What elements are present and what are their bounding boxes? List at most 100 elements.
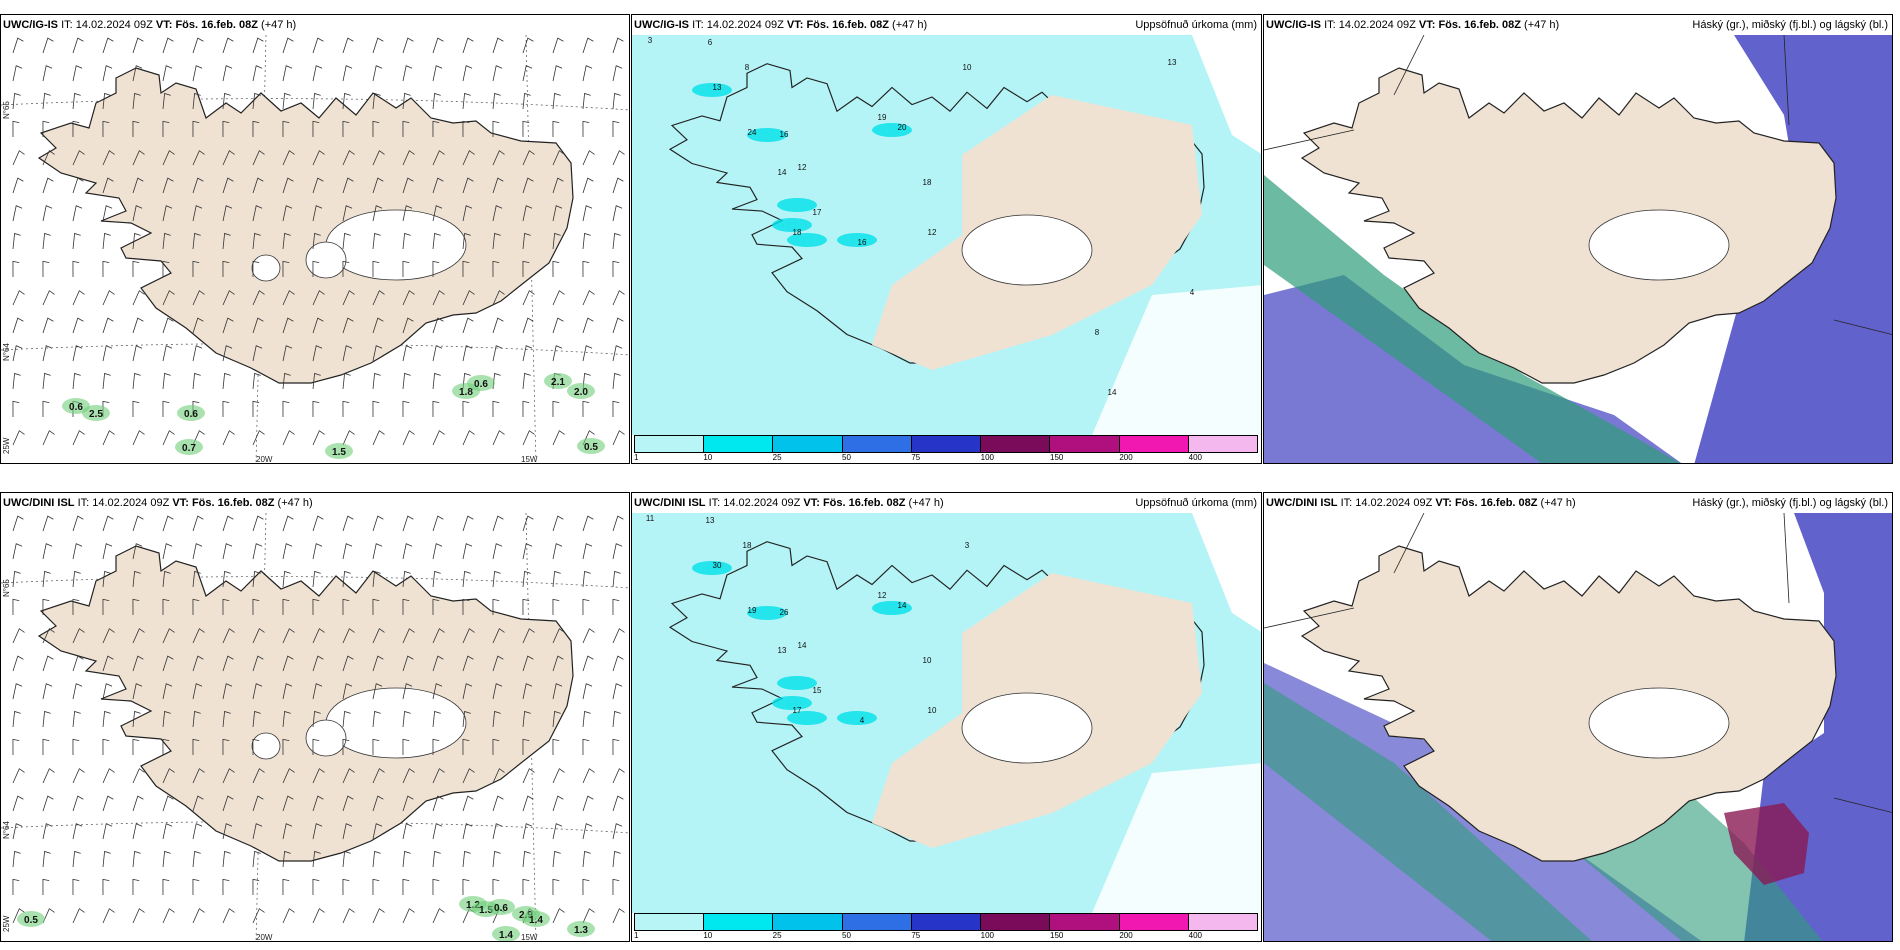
precip-value: 26: [780, 608, 789, 617]
precip-value: 18: [923, 178, 932, 187]
gust-value: 0.6: [69, 402, 83, 413]
legend-swatch: [981, 436, 1051, 452]
legend-swatch: [704, 436, 774, 452]
lon-label: 20W: [256, 455, 273, 464]
legend-swatch: [842, 436, 912, 452]
panel-top-precip: UWC/IG-IS IT: 14.02.2024 09Z VT: Fös. 16…: [631, 14, 1262, 464]
precip-map: 3 6 13 8 24 16 14 12 18 17 19 20 18 12 16 10 13 8 4 14: [632, 35, 1261, 463]
panel-title: UWC/DINI ISL IT: 14.02.2024 09Z VT: Fös.…: [3, 497, 313, 509]
gust-value: 0.6: [494, 903, 508, 914]
legend-tick: 200: [1119, 931, 1133, 940]
lon-label: 20W: [256, 933, 273, 942]
legend-tick: 25: [772, 453, 782, 462]
panel-title: UWC/DINI ISL IT: 14.02.2024 09Z VT: Fös.…: [1266, 497, 1576, 509]
wind-map-svg: 0.51.21.51.40.62.91.41.3N°65N°6420W15W25…: [1, 513, 629, 942]
panel-title: UWC/IG-IS IT: 14.02.2024 09Z VT: Fös. 16…: [1266, 19, 1560, 31]
gust-value: 0.7: [182, 443, 196, 454]
precip-value: 12: [928, 228, 937, 237]
gust-value: 1.5: [332, 447, 346, 458]
wind-map-svg: 0.62.5 0.60.71.80.61.52.12.00.5N°65N°6420…: [1, 35, 629, 464]
legend-tick: 10: [703, 453, 713, 462]
legend-swatch: [1119, 436, 1189, 452]
precip-value: 17: [813, 208, 822, 217]
legend-tick: 200: [1119, 453, 1133, 462]
lat-label: N°65: [2, 579, 11, 597]
panel-top-cloud: UWC/IG-IS IT: 14.02.2024 09Z VT: Fös. 16…: [1263, 14, 1893, 464]
glacier: [961, 214, 1093, 286]
iceland-landmass: [37, 545, 574, 862]
gust-value: 1.8: [459, 387, 473, 398]
legend-swatch: [1119, 914, 1189, 930]
cloud-map-svg: [1264, 513, 1892, 941]
iceland-landmass: [1300, 545, 1837, 862]
legend-swatch: [773, 914, 843, 930]
cloud-map: [1264, 513, 1892, 941]
legend-swatch: [1050, 436, 1120, 452]
glacier: [1588, 209, 1730, 281]
dry-area: [1092, 763, 1261, 913]
legend-tick: 1: [634, 931, 639, 940]
gust-value: 2.0: [574, 387, 588, 398]
dry-area: [1192, 35, 1261, 154]
precip-map-svg: 3 6 13 8 24 16 14 12 18 17 19 20 18 12 16 10 13 8 4 14: [632, 35, 1261, 435]
precip-value: 15: [813, 686, 822, 695]
panel-subtitle: Uppsöfnuð úrkoma (mm): [1135, 497, 1257, 509]
precip-value: 3: [648, 36, 653, 45]
glacier: [305, 719, 347, 757]
gust-value: 1.2: [466, 900, 480, 911]
precip-value: 10: [963, 63, 972, 72]
precip-value: 14: [778, 168, 787, 177]
precip-value: 14: [898, 601, 907, 610]
panel-bottom-wind: UWC/DINI ISL IT: 14.02.2024 09Z VT: Fös.…: [0, 492, 630, 942]
wind-map: 0.6 2.5 0.6 0.7 1.8 0.6 1.5 2.1 2.0 0.5 N°65 N°64 20…: [1, 35, 629, 464]
mid-cloud-area: [1724, 803, 1809, 885]
precip-value: 17: [793, 706, 802, 715]
legend-swatch: [911, 914, 982, 930]
panel-subtitle: Uppsöfnuð úrkoma (mm): [1135, 19, 1257, 31]
precip-value: 10: [923, 656, 932, 665]
legend-tick: 100: [980, 931, 995, 940]
legend-swatch: [1050, 914, 1120, 930]
iceland-landmass: [37, 67, 574, 384]
precip-value: 24: [748, 128, 757, 137]
iceland-landmass: [1300, 67, 1837, 384]
precip-value: 30: [713, 561, 722, 570]
gust-value: 0.5: [584, 442, 598, 453]
precip-value: 18: [793, 228, 802, 237]
precip-legend: 1 10 25 50 75 100 150 200 400: [634, 435, 1258, 462]
gust-value: 0.5: [24, 915, 38, 926]
lat-label: N°64: [2, 343, 11, 361]
glacier: [251, 732, 281, 760]
legend-swatch: [1188, 436, 1257, 452]
precip-legend: 1 10 25 50 75 100 150 200 400: [634, 913, 1258, 940]
precip-value: 11: [646, 514, 655, 523]
legend-swatch: [842, 914, 912, 930]
precip-value: 3: [965, 541, 970, 550]
legend-tick: 150: [1050, 931, 1064, 940]
legend-tick: 50: [842, 453, 851, 462]
precip-value: 16: [780, 130, 789, 139]
legend-tick: 100: [980, 453, 995, 462]
precip-value: 13: [778, 646, 787, 655]
lat-label: N°65: [2, 101, 11, 119]
legend-tick: 10: [703, 931, 713, 940]
precip-value: 19: [878, 113, 887, 122]
legend-swatch: [773, 436, 843, 452]
gust-value: 0.6: [474, 379, 488, 390]
precip-map: 11 13 30 18 19 26 13 14 17 15 12 14 10 10 4 3: [632, 513, 1261, 941]
precip-value: 10: [928, 706, 937, 715]
precip-value: 18: [743, 541, 752, 550]
precip-value: 14: [1108, 388, 1117, 397]
lon-label: 15W: [521, 455, 538, 464]
glacier: [961, 692, 1093, 764]
panel-bottom-cloud: UWC/DINI ISL IT: 14.02.2024 09Z VT: Fös.…: [1263, 492, 1893, 942]
glacier: [325, 209, 467, 281]
precip-value: 4: [1190, 288, 1195, 297]
precip-value: 6: [708, 38, 713, 47]
precip-value: 8: [1095, 328, 1100, 337]
legend-swatch: [704, 914, 774, 930]
precip-value: 16: [858, 238, 867, 247]
lat-label: N°64: [2, 821, 11, 839]
gust-value: 1.5: [479, 905, 493, 916]
gust-value: 1.3: [574, 925, 588, 936]
